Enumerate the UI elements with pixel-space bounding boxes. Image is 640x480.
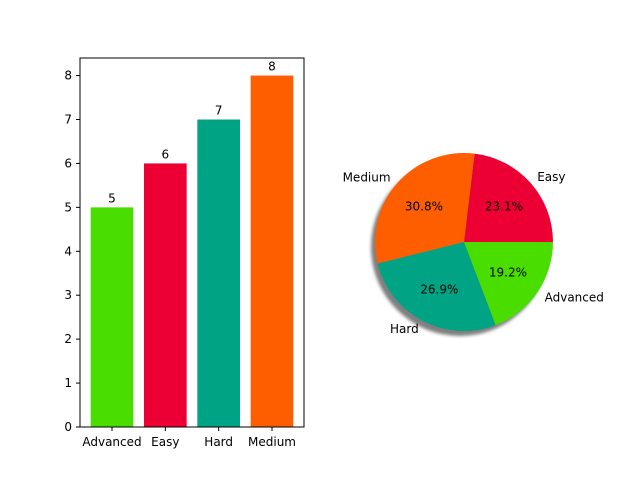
pie-category-label: Easy — [537, 170, 565, 184]
pie-slice-advanced — [464, 242, 553, 326]
bar-advanced — [90, 207, 134, 427]
pie-percent-label: 26.9% — [420, 282, 458, 296]
bar-value-label: 7 — [215, 104, 223, 118]
pie-category-label: Advanced — [545, 291, 604, 305]
y-tick-label: 0 — [64, 420, 72, 434]
bar-value-label: 5 — [108, 191, 116, 205]
bar-value-label: 8 — [268, 60, 276, 74]
y-tick-label: 1 — [64, 376, 72, 390]
pie-percent-label: 19.2% — [489, 265, 527, 279]
y-tick-label: 3 — [64, 288, 72, 302]
x-tick-label: Medium — [248, 435, 296, 449]
y-tick-label: 5 — [64, 200, 72, 214]
y-tick-label: 6 — [64, 156, 72, 170]
pie-chart: Easy 23.1% Medium 30.8% Hard 26.9% Advanced 19.… — [343, 153, 604, 336]
bar-hard — [197, 119, 240, 427]
pie-percent-label: 30.8% — [405, 200, 443, 214]
pie-percent-label: 23.1% — [485, 200, 523, 214]
pie-slice-medium — [375, 153, 475, 264]
y-tick-label: 8 — [64, 69, 72, 83]
x-tick-label: Advanced — [82, 435, 141, 449]
pie-slice-hard — [377, 242, 496, 331]
y-tick-label: 4 — [64, 244, 72, 258]
bar-value-label: 6 — [162, 147, 170, 161]
bar-chart: 5 Advanced 6 Easy 7 Hard 8 Medium 0 1 2 3 4 5 6 7 8 — [64, 57, 305, 449]
y-tick-label: 7 — [64, 113, 72, 127]
bar-medium — [250, 75, 294, 428]
pie-category-label: Medium — [343, 170, 391, 184]
pie-category-label: Hard — [390, 322, 419, 336]
bar-plot-frame — [79, 57, 305, 428]
pie-slice-easy — [464, 153, 553, 242]
y-tick-label: 2 — [64, 332, 72, 346]
bar-easy — [144, 163, 187, 427]
x-tick-label: Easy — [151, 435, 179, 449]
x-tick-label: Hard — [204, 435, 233, 449]
